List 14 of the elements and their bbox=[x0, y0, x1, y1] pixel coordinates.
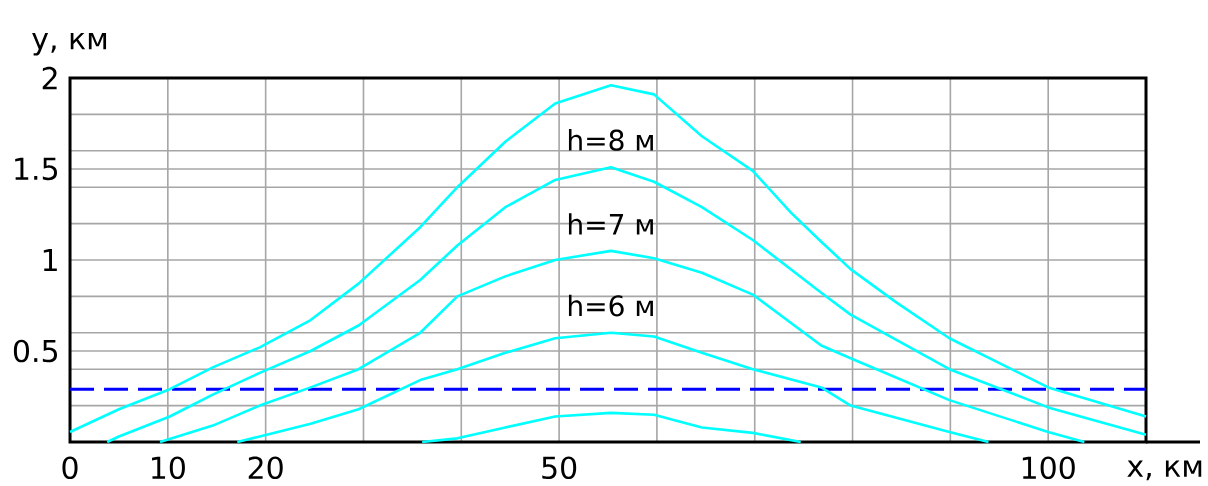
y-tick-label: 1.5 bbox=[15, 157, 57, 181]
series-label: h=6 м bbox=[568, 294, 653, 317]
series-label: h=7 м bbox=[568, 213, 653, 235]
y-tick-label: 1 bbox=[43, 249, 57, 271]
y-tick-label: 0.5 bbox=[13, 339, 57, 363]
x-tick-label: 20 bbox=[248, 456, 283, 480]
y-axis-title: y, км bbox=[32, 32, 107, 56]
x-tick-label: 50 bbox=[542, 456, 577, 480]
x-tick-label: 10 bbox=[152, 456, 185, 480]
x-axis-title: x, км bbox=[1127, 460, 1202, 481]
x-tick-label: 100 bbox=[1022, 456, 1075, 480]
x-tick-label: 0 bbox=[62, 456, 78, 480]
series-label: h=8 м bbox=[568, 129, 653, 151]
y-tick-label: 2 bbox=[42, 66, 57, 90]
